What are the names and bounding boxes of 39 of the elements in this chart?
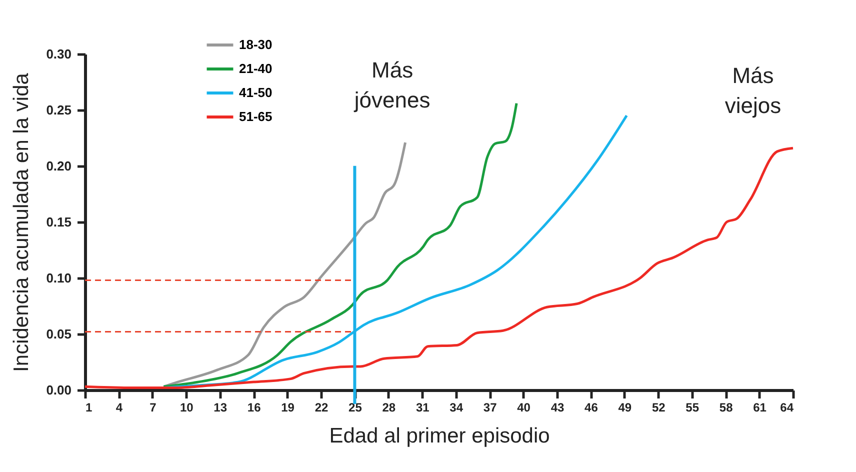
x-tick-label: 46 [584,400,598,414]
x-tick-label: 10 [180,400,194,414]
y-tick-label: 0.30 [46,46,72,62]
x-tick-label: 19 [281,400,295,414]
annotation: Más viejos [724,63,782,118]
y-tick-label: 0.20 [46,158,72,174]
y-tick-label: 0.25 [46,102,72,118]
x-tick-label: 52 [652,400,666,414]
y-tick-label: 0.15 [46,214,72,230]
x-tick-label: 40 [517,400,531,414]
line-series [162,141,407,388]
x-tick-label: 34 [450,400,464,414]
x-tick-label: 7 [150,400,157,414]
x-axis-title: Edad al primer episodio [329,424,550,448]
x-tick-label: 28 [382,400,396,414]
legend-label: 18-30 [239,37,272,52]
x-tick-label: 25 [348,400,362,414]
x-tick-label: 55 [686,400,700,414]
x-tick-label: 64 [780,400,794,414]
line-series [84,146,794,390]
x-tick-label: 1 [86,400,92,414]
x-tick-label: 49 [618,400,632,414]
legend-label: 51-65 [239,109,272,124]
x-tick-label: 58 [719,400,734,414]
annotation: Más jóvenes [353,57,430,112]
y-tick-label: 0.05 [46,326,72,342]
x-tick-label: 61 [753,400,767,414]
y-axis-title: Incidencia acumulada en la vida [10,72,34,372]
y-tick-label: 0.10 [46,270,72,286]
x-tick-label: 31 [416,400,430,414]
legend-label: 21-40 [239,61,272,76]
legend-label: 41-50 [239,85,272,100]
x-tick-label: 13 [214,400,228,414]
x-tick-label: 37 [483,400,498,414]
y-tick-label: 0.00 [46,382,72,398]
x-tick-label: 43 [550,400,564,414]
x-tick-label: 22 [314,400,328,414]
x-tick-label: 4 [116,400,123,414]
x-tick-label: 16 [247,400,262,414]
